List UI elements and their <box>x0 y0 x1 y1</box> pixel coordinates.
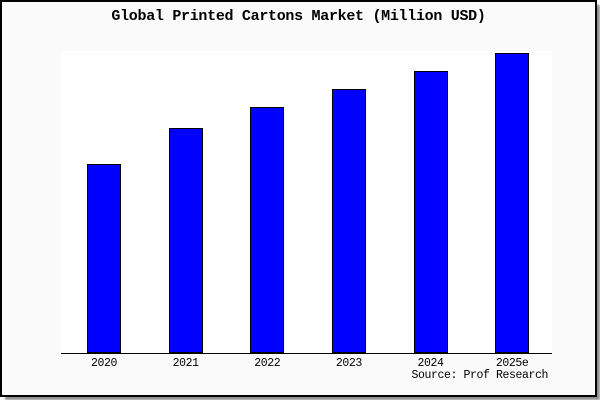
x-tick-label: 2020 <box>90 357 118 370</box>
bar-2021 <box>168 128 203 353</box>
source-caption: Source: Prof Research <box>411 369 548 382</box>
x-tick-label: 2022 <box>254 357 281 370</box>
bar-2024 <box>413 71 448 353</box>
plot-area <box>61 51 552 354</box>
bar-2023 <box>331 89 366 353</box>
bar-2022 <box>250 107 285 353</box>
x-tick-label: 2025e <box>495 357 529 370</box>
x-tick-label: 2023 <box>335 357 362 370</box>
bar-2025e <box>495 53 530 353</box>
x-tick-label: 2024 <box>417 357 444 370</box>
x-tick-label: 2021 <box>172 357 199 370</box>
bar-2020 <box>87 164 121 353</box>
chart-title: Global Printed Cartons Market (Million U… <box>111 8 486 25</box>
